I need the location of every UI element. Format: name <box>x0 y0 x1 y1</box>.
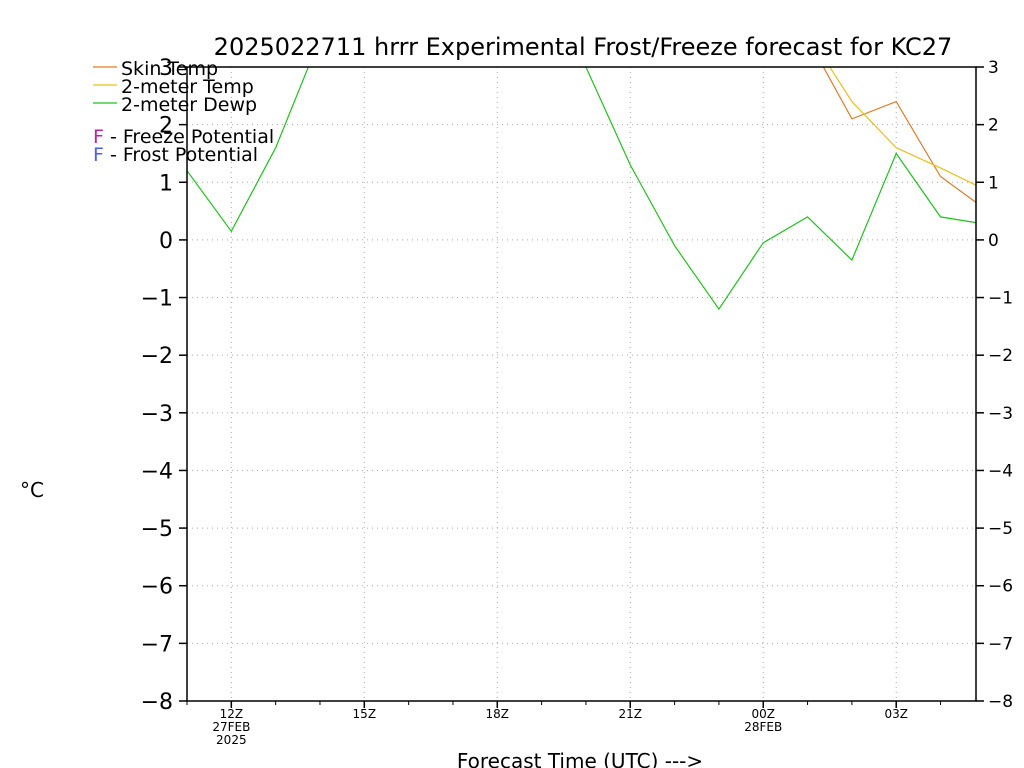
y-tick-label-right: 1 <box>988 173 999 193</box>
y-axis-label: °C <box>20 478 44 502</box>
y-tick-label-right: −1 <box>988 289 1013 309</box>
y-tick-label-right: −4 <box>988 461 1013 481</box>
y-tick-label-left: 1 <box>159 171 173 196</box>
x-tick-label: 21Z <box>619 707 643 721</box>
series-lines <box>187 67 976 311</box>
x-tick-label: 18Z <box>486 707 510 721</box>
legend-potential-text: - Freeze Potential <box>104 126 274 148</box>
y-tick-label-left: 0 <box>159 229 173 254</box>
x-tick-label: 12Z <box>220 707 244 721</box>
series-line-2-meter-dewp <box>187 67 976 311</box>
x-tick-label: 00Z <box>751 707 775 721</box>
y-tick-label-left: −7 <box>141 632 173 657</box>
y-tick-label-left: −3 <box>141 402 173 427</box>
y-tick-label-right: −2 <box>988 346 1013 366</box>
legend-potential-text: - Frost Potential <box>104 144 258 166</box>
y-tick-label-left: −1 <box>141 287 173 312</box>
y-tick-label-right: −8 <box>988 692 1013 712</box>
series-line-2-meter-temp <box>829 67 976 186</box>
legend-potential-letter: F <box>93 126 104 148</box>
x-tick-label: 03Z <box>884 707 908 721</box>
y-axis: −8 −8 −7 −7 −6 −6 −5 −5 −4 −4 −3 −3 −2 −2 −1 −1 0 0 1 1 2 2 3 3 <box>141 56 1014 715</box>
grid <box>187 67 976 701</box>
plot-frame <box>186 66 977 702</box>
y-tick-label-left: 2 <box>159 114 173 139</box>
x-axis-label: Forecast Time (UTC) ---> <box>457 749 703 768</box>
x-tick-sublabel: 2025 <box>216 733 247 747</box>
y-tick-label-right: 3 <box>988 58 999 78</box>
y-tick-label-left: −4 <box>141 459 173 484</box>
legend-label: 2-meter Temp <box>121 76 254 98</box>
y-tick-label-right: −5 <box>988 519 1013 539</box>
legend-potential: F - Freeze Potential <box>93 126 274 148</box>
y-tick-label-left: −2 <box>141 344 173 369</box>
y-tick-label-right: 0 <box>988 231 999 251</box>
y-tick-label-left: −6 <box>141 575 173 600</box>
x-tick-sublabel: 28FEB <box>744 720 782 734</box>
y-tick-label-right: 2 <box>988 116 999 136</box>
y-tick-label-right: −7 <box>988 634 1013 654</box>
chart-title: 2025022711 hrrr Experimental Frost/Freez… <box>214 33 953 61</box>
legend-potential-letter: F <box>93 144 104 166</box>
series-line-skin-temp <box>822 67 976 203</box>
y-tick-label-right: −6 <box>988 577 1013 597</box>
legend-label: Skin Temp <box>121 58 218 80</box>
y-tick-label-right: −3 <box>988 404 1013 424</box>
x-tick-label: 15Z <box>353 707 377 721</box>
y-tick-label-left: 3 <box>159 56 173 81</box>
y-tick-label-left: −5 <box>141 517 173 542</box>
legend-label: 2-meter Dewp <box>121 94 257 116</box>
x-tick-sublabel: 27FEB <box>212 720 250 734</box>
y-tick-label-left: −8 <box>141 690 173 715</box>
legend-potential: F - Frost Potential <box>93 144 258 166</box>
